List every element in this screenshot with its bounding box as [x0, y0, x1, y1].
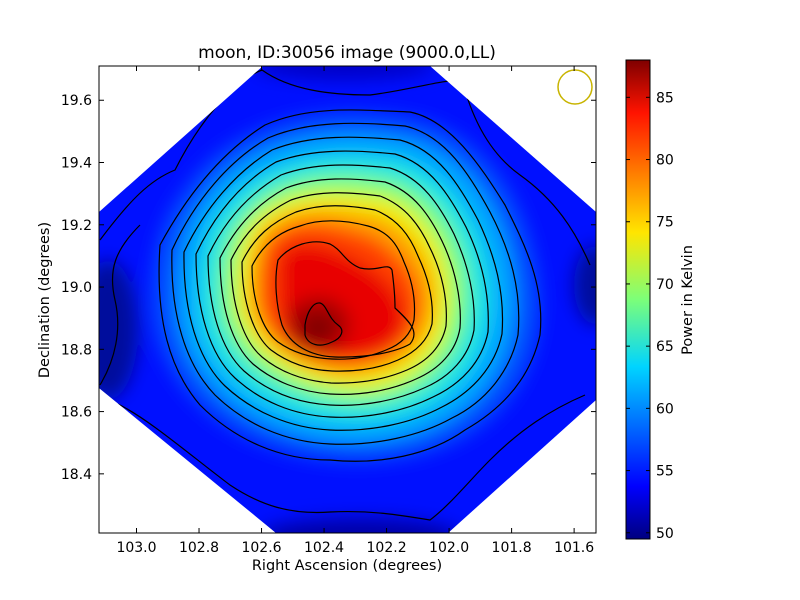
colorbar-tick-label: 75 [656, 215, 674, 231]
x-tick-label: 102.0 [429, 540, 469, 556]
colorbar-tick-label: 60 [656, 401, 674, 417]
x-tick-label: 102.6 [241, 540, 281, 556]
colorbar: 50 55 60 65 70 75 80 85 Power in Kelvin [625, 59, 696, 542]
colorbar-tick-label: 85 [656, 90, 674, 106]
x-tick-label: 102.4 [304, 540, 344, 556]
chart-title: moon, ID:30056 image (9000.0,LL) [198, 43, 496, 63]
heatmap-image [99, 66, 596, 533]
y-tick-label: 19.6 [61, 93, 92, 109]
colorbar-tick-label: 70 [656, 277, 674, 293]
y-axis-label: Declination (degrees) [37, 222, 53, 378]
colorbar-tick-label: 50 [656, 526, 674, 542]
y-tick-label: 18.6 [61, 405, 92, 421]
y-tick-label: 18.4 [61, 467, 92, 483]
x-tick-label: 102.8 [179, 540, 219, 556]
y-tick-label: 19.2 [61, 218, 92, 234]
x-tick-label: 101.8 [492, 540, 532, 556]
y-tick-label: 18.8 [61, 342, 92, 358]
beam-marker [557, 69, 593, 105]
x-tick-label: 103.0 [116, 540, 156, 556]
colorbar-tick-label: 65 [656, 339, 674, 355]
x-tick-label: 101.6 [554, 540, 594, 556]
contour-lines [99, 69, 591, 521]
y-axis: 18.4 18.6 18.8 19.0 19.2 19.4 19.6 [61, 93, 596, 483]
x-axis-label: Right Ascension (degrees) [252, 558, 442, 574]
colorbar-tick-label: 55 [656, 464, 674, 480]
y-tick-label: 19.4 [61, 156, 92, 172]
colorbar-ticks: 50 55 60 65 70 75 80 85 [626, 90, 674, 542]
colorbar-label: Power in Kelvin [680, 245, 696, 355]
plot-frame [98, 65, 597, 534]
x-axis: 103.0 102.8 102.6 102.4 102.2 102.0 101.8 101.6 [116, 66, 594, 556]
plot-area [98, 65, 597, 534]
y-tick-label: 19.0 [61, 280, 92, 296]
x-tick-label: 102.2 [367, 540, 407, 556]
colorbar-gradient [625, 59, 651, 540]
colorbar-tick-label: 80 [656, 153, 674, 169]
